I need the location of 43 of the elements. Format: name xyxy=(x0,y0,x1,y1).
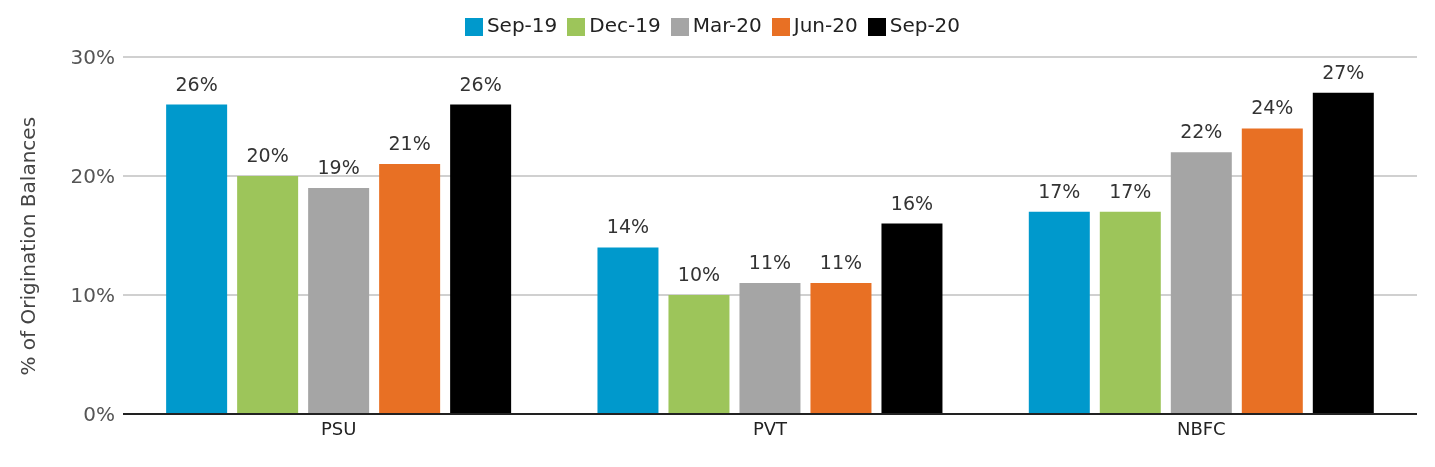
legend-label: Sep-19 xyxy=(486,13,558,37)
data-label: 14% xyxy=(606,215,650,238)
bar xyxy=(308,187,370,414)
legend-label: Dec-19 xyxy=(589,13,661,37)
x-tick-label: PVT xyxy=(752,417,789,439)
legend-label: Mar-20 xyxy=(692,13,762,37)
data-label: 26% xyxy=(175,72,218,95)
bar xyxy=(810,283,872,414)
legend-label: Jun-20 xyxy=(793,13,858,37)
data-label: 26% xyxy=(459,72,502,95)
x-tick-label: NBFC xyxy=(1176,417,1226,439)
data-label: 19% xyxy=(317,155,360,178)
y-tick-label: 20% xyxy=(70,164,115,189)
bar xyxy=(1028,211,1090,414)
legend-label: Sep-20 xyxy=(889,13,961,37)
bar xyxy=(597,247,659,414)
bar xyxy=(166,104,228,414)
bar xyxy=(668,295,730,414)
data-label: 17% xyxy=(1109,179,1152,202)
data-label: 11% xyxy=(819,251,863,274)
data-label: 10% xyxy=(677,263,721,285)
y-tick-label: 0% xyxy=(83,402,115,427)
data-label: 27% xyxy=(1322,60,1365,83)
data-label: 20% xyxy=(246,144,289,166)
bar xyxy=(1241,128,1303,414)
data-label: 16% xyxy=(890,191,934,214)
bar xyxy=(881,223,943,414)
y-tick-label: 30% xyxy=(70,45,115,70)
data-label: 17% xyxy=(1038,179,1081,202)
bar xyxy=(1099,211,1161,414)
bar xyxy=(1312,92,1374,414)
bar xyxy=(1170,152,1232,414)
x-tick-label: PSU xyxy=(320,417,357,439)
bar xyxy=(379,164,441,414)
bar xyxy=(450,104,512,414)
data-label: 11% xyxy=(748,251,792,274)
bar xyxy=(739,283,801,414)
y-axis-title: % of Origination Balances xyxy=(16,116,41,376)
bar xyxy=(237,176,299,414)
data-label: 21% xyxy=(388,132,431,155)
data-label: 22% xyxy=(1180,120,1223,143)
data-label: 24% xyxy=(1251,96,1294,119)
y-tick-label: 10% xyxy=(70,283,115,308)
